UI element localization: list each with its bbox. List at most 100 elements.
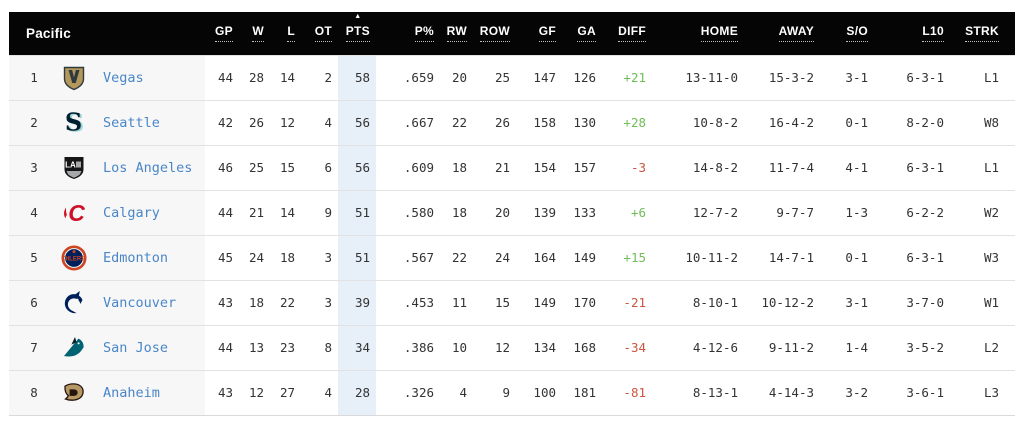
column-header-l[interactable]: L — [270, 12, 301, 55]
vancouver-logo-icon — [61, 290, 87, 316]
column-header-home[interactable]: HOME — [652, 12, 744, 55]
column-header-so[interactable]: S/O — [820, 12, 874, 55]
team-cell-content: 2 S S Seattle — [9, 101, 205, 145]
team-cell: 2 S S Seattle — [9, 99, 205, 145]
column-header-label[interactable]: AWAY — [778, 24, 814, 43]
cell-row: 25 — [473, 54, 516, 100]
column-header-label[interactable]: W — [252, 24, 264, 43]
column-header-label[interactable]: HOME — [700, 24, 738, 43]
cell-ga: 133 — [562, 189, 602, 235]
cell-ga: 157 — [562, 144, 602, 190]
cell-gp: 44 — [205, 189, 239, 235]
cell-gp: 46 — [205, 144, 239, 190]
team-link-anaheim[interactable]: Anaheim — [103, 384, 160, 401]
cell-gp: 43 — [205, 369, 239, 416]
team-link-los-angeles[interactable]: Los Angeles — [103, 159, 193, 176]
team-link-vancouver[interactable]: Vancouver — [103, 294, 177, 311]
cell-ga: 126 — [562, 54, 602, 100]
column-header-label[interactable]: L10 — [922, 24, 944, 43]
cell-diff: -3 — [602, 144, 652, 190]
column-header-label[interactable]: GA — [577, 24, 596, 43]
column-header-pts[interactable]: PTS ▲ — [338, 12, 376, 55]
team-link-san-jose[interactable]: San Jose — [103, 339, 169, 356]
cell-home: 10-11-2 — [652, 234, 744, 280]
cell-away: 9-11-2 — [744, 324, 820, 370]
column-header-gf[interactable]: GF — [516, 12, 562, 55]
team-cell: 8 Anaheim — [9, 369, 205, 416]
cell-ot: 9 — [301, 189, 338, 235]
cell-diff: -21 — [602, 279, 652, 325]
cell-l: 27 — [270, 369, 301, 416]
column-header-row[interactable]: ROW — [473, 12, 516, 55]
column-header-label[interactable]: STRK — [965, 24, 999, 43]
column-header-diff[interactable]: DIFF — [602, 12, 652, 55]
cell-ppct: .567 — [376, 234, 440, 280]
svg-text:S: S — [65, 110, 82, 136]
cell-l: 14 — [270, 189, 301, 235]
team-link-calgary[interactable]: Calgary — [103, 204, 160, 221]
column-header-label[interactable]: OT — [314, 24, 332, 43]
cell-gf: 154 — [516, 144, 562, 190]
cell-w: 21 — [239, 189, 270, 235]
cell-w: 18 — [239, 279, 270, 325]
team-link-edmonton[interactable]: Edmonton — [103, 249, 169, 266]
cell-l10: 3-7-0 — [874, 279, 950, 325]
cell-l10: 6-3-1 — [874, 234, 950, 280]
cell-ot: 3 — [301, 234, 338, 280]
column-header-w[interactable]: W — [239, 12, 270, 55]
cell-ga: 168 — [562, 324, 602, 370]
cell-l: 18 — [270, 234, 301, 280]
cell-row: 26 — [473, 99, 516, 145]
column-header-label[interactable]: P% — [414, 24, 434, 43]
cell-row: 24 — [473, 234, 516, 280]
team-cell-content: 5 OILERS Edmonton — [9, 236, 205, 280]
column-header-away[interactable]: AWAY — [744, 12, 820, 55]
standings-header-row: Pacific GP W L OT PTS ▲ P% RW ROW GF GA DIFF HOME AWA… — [9, 12, 1015, 55]
column-header-ot[interactable]: OT — [301, 12, 338, 55]
cell-away: 16-4-2 — [744, 99, 820, 145]
cell-so: 1-3 — [820, 189, 874, 235]
column-header-label[interactable]: GP — [215, 24, 233, 43]
cell-diff: -34 — [602, 324, 652, 370]
team-link-vegas[interactable]: Vegas — [103, 69, 144, 86]
column-header-strk[interactable]: STRK — [950, 12, 1015, 55]
team-rank: 1 — [30, 70, 38, 85]
table-row-seattle: 2 S S Seattle 42 26 12 4 56.667 22 26 158 130 +28 10-8… — [9, 99, 1015, 145]
cell-so: 3-1 — [820, 279, 874, 325]
column-header-label[interactable]: S/O — [846, 24, 868, 43]
column-header-ppct[interactable]: P% — [376, 12, 440, 55]
column-header-rw[interactable]: RW — [440, 12, 473, 55]
column-header-label[interactable]: DIFF — [618, 24, 646, 43]
cell-ppct: .386 — [376, 324, 440, 370]
cell-so: 3-1 — [820, 54, 874, 100]
column-header-ga[interactable]: GA — [562, 12, 602, 55]
column-header-label[interactable]: L — [287, 24, 295, 43]
cell-strk: L1 — [950, 144, 1015, 190]
column-header-gp[interactable]: GP — [205, 12, 239, 55]
column-header-label[interactable]: PTS ▲ — [345, 13, 370, 43]
cell-gf: 147 — [516, 54, 562, 100]
cell-diff: -81 — [602, 369, 652, 416]
team-rank: 8 — [30, 385, 38, 400]
cell-w: 25 — [239, 144, 270, 190]
team-link-seattle[interactable]: Seattle — [103, 114, 160, 131]
division-header: Pacific — [26, 25, 71, 41]
column-header-label[interactable]: GF — [538, 24, 556, 43]
cell-strk: L1 — [950, 54, 1015, 100]
svg-text:C: C — [68, 200, 85, 226]
cell-away: 4-14-3 — [744, 369, 820, 416]
column-header-label[interactable]: ROW — [479, 24, 510, 43]
team-rank: 7 — [30, 340, 38, 355]
cell-ppct: .326 — [376, 369, 440, 416]
table-row-vancouver: 6 Vancouver 43 18 22 3 39.453 11 15 149 170 -21 8-10… — [9, 279, 1015, 325]
table-row-calgary: 4 C Calgary 44 21 14 9 51.580 18 20 139 133 +6 12-7-2… — [9, 189, 1015, 235]
cell-pts: 56 — [338, 144, 376, 190]
cell-pts: 51 — [338, 234, 376, 280]
column-header-l10[interactable]: L10 — [874, 12, 950, 55]
svg-text:S: S — [67, 110, 84, 136]
column-header-label[interactable]: RW — [446, 24, 467, 43]
anaheim-logo-icon — [61, 380, 87, 406]
team-cell-content: 8 Anaheim — [9, 371, 205, 415]
cell-so: 1-4 — [820, 324, 874, 370]
cell-l: 23 — [270, 324, 301, 370]
